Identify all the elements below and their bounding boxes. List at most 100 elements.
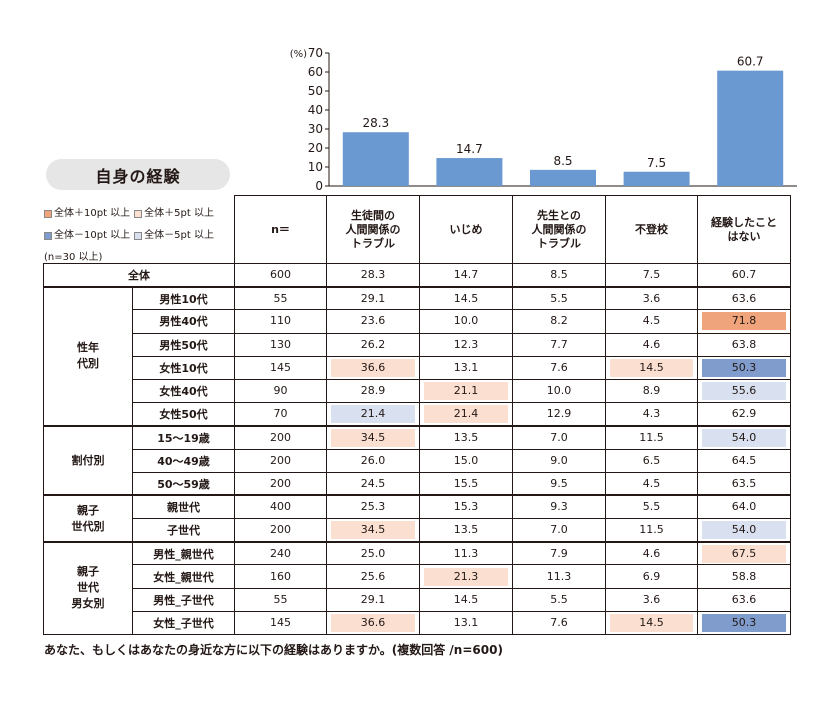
value-cell: 4.5 bbox=[605, 471, 698, 496]
value-cell: 7.9 bbox=[512, 540, 606, 566]
value-cell: 29.1 bbox=[326, 285, 420, 311]
value: 160 bbox=[270, 569, 291, 583]
value-cell: 71.8 bbox=[697, 309, 791, 334]
value-cell: 11.3 bbox=[419, 540, 513, 566]
value: 7.0 bbox=[550, 430, 568, 444]
value: 6.5 bbox=[642, 453, 661, 467]
value-cell: 21.4 bbox=[326, 402, 420, 427]
value-cell: 54.0 bbox=[697, 424, 791, 450]
value-cell: 26.2 bbox=[326, 332, 420, 357]
value: 13.1 bbox=[453, 615, 479, 629]
table-row: 男性50代 130 26.2 12.3 7.7 4.6 63.8 bbox=[44, 332, 791, 357]
value: 11.5 bbox=[639, 522, 664, 536]
value-cell: 13.1 bbox=[419, 355, 513, 380]
value-cell: 55 bbox=[234, 587, 327, 612]
y-tick-label: 50 bbox=[308, 84, 323, 98]
value-cell: 13.5 bbox=[419, 424, 513, 450]
value-cell: 12.3 bbox=[419, 332, 513, 357]
value-cell: 5.5 bbox=[605, 494, 698, 520]
value-cell: 25.6 bbox=[326, 564, 420, 589]
value-cell: 5.5 bbox=[512, 587, 606, 612]
value-cell: 25.3 bbox=[326, 494, 420, 520]
table-row: 女性_子世代 145 36.6 13.1 7.6 14.5 50.3 bbox=[44, 610, 791, 636]
value: 3.6 bbox=[642, 592, 661, 606]
y-tick-label: 20 bbox=[308, 141, 323, 155]
value: 145 bbox=[270, 615, 291, 629]
value-cell: 14.5 bbox=[419, 587, 513, 612]
value: 50.3 bbox=[702, 358, 786, 377]
value: 8.2 bbox=[550, 314, 568, 328]
value: 26.2 bbox=[360, 337, 386, 351]
value-cell: 50.3 bbox=[697, 355, 791, 380]
value-cell: 200 bbox=[234, 448, 327, 473]
value: 36.6 bbox=[331, 613, 415, 632]
value: 4.5 bbox=[642, 314, 661, 328]
value: 50.3 bbox=[702, 613, 786, 632]
value-cell: 67.5 bbox=[697, 540, 791, 566]
value-cell: 23.6 bbox=[326, 309, 420, 334]
header-truancy: 不登校 bbox=[605, 195, 698, 264]
value: 28.3 bbox=[360, 267, 386, 281]
value-cell: 50.3 bbox=[697, 610, 791, 636]
value-cell: 60.7 bbox=[697, 262, 791, 288]
bar bbox=[342, 132, 409, 186]
table-row: 女性40代 90 28.9 21.1 10.0 8.9 55.6 bbox=[44, 378, 791, 404]
row-label: 全体 bbox=[43, 262, 235, 288]
value-cell: 11.5 bbox=[605, 424, 698, 450]
value-cell: 10.0 bbox=[419, 309, 513, 334]
value: 21.4 bbox=[424, 404, 508, 423]
value: 7.6 bbox=[550, 360, 568, 374]
value: 13.5 bbox=[453, 522, 479, 536]
row-label: 15～19歳 bbox=[132, 424, 235, 450]
value-cell: 7.7 bbox=[512, 332, 606, 357]
value: 26.0 bbox=[360, 453, 386, 467]
value-cell: 14.7 bbox=[419, 262, 513, 288]
bar-value-label: 14.7 bbox=[456, 142, 483, 156]
value: 9.5 bbox=[550, 476, 568, 490]
value: 13.1 bbox=[453, 360, 479, 374]
value: 21.3 bbox=[424, 567, 508, 586]
value-cell: 29.1 bbox=[326, 587, 420, 612]
value: 14.5 bbox=[453, 592, 479, 606]
value-cell: 6.9 bbox=[605, 564, 698, 589]
value: 4.6 bbox=[642, 337, 661, 351]
value-cell: 58.8 bbox=[697, 564, 791, 589]
value-cell: 145 bbox=[234, 610, 327, 636]
value: 63.8 bbox=[731, 337, 757, 351]
value: 36.6 bbox=[331, 358, 415, 377]
value: 25.0 bbox=[360, 546, 386, 560]
value: 8.9 bbox=[642, 384, 661, 398]
value: 63.5 bbox=[731, 476, 757, 490]
value: 5.5 bbox=[642, 500, 661, 514]
value: 70 bbox=[273, 406, 288, 420]
value: 12.3 bbox=[453, 337, 479, 351]
value: 71.8 bbox=[702, 312, 786, 331]
header-bullying: いじめ bbox=[419, 195, 513, 264]
value: 4.3 bbox=[642, 406, 661, 420]
value-cell: 7.6 bbox=[512, 610, 606, 636]
value: 11.3 bbox=[546, 569, 572, 583]
value-cell: 9.3 bbox=[512, 494, 606, 520]
value: 7.0 bbox=[550, 522, 568, 536]
value-cell: 34.5 bbox=[326, 518, 420, 543]
value-cell: 7.0 bbox=[512, 518, 606, 543]
value: 145 bbox=[270, 360, 291, 374]
value: 25.3 bbox=[360, 500, 386, 514]
value: 14.5 bbox=[610, 613, 693, 632]
value-cell: 90 bbox=[234, 378, 327, 404]
value: 64.5 bbox=[731, 453, 757, 467]
value-cell: 8.5 bbox=[512, 262, 606, 288]
value: 60.7 bbox=[731, 267, 757, 281]
group-label: 割付別 bbox=[43, 424, 133, 496]
row-label: 親世代 bbox=[132, 494, 235, 520]
value: 4.5 bbox=[642, 476, 661, 490]
value: 21.4 bbox=[331, 404, 415, 423]
value-cell: 600 bbox=[234, 262, 327, 288]
value-cell: 15.0 bbox=[419, 448, 513, 473]
value: 6.9 bbox=[642, 569, 661, 583]
value-cell: 200 bbox=[234, 424, 327, 450]
bar bbox=[530, 169, 596, 186]
table-row: 女性10代 145 36.6 13.1 7.6 14.5 50.3 bbox=[44, 355, 791, 380]
value: 7.7 bbox=[550, 337, 568, 351]
table-row: 50～59歳 200 24.5 15.5 9.5 4.5 63.5 bbox=[44, 471, 791, 496]
